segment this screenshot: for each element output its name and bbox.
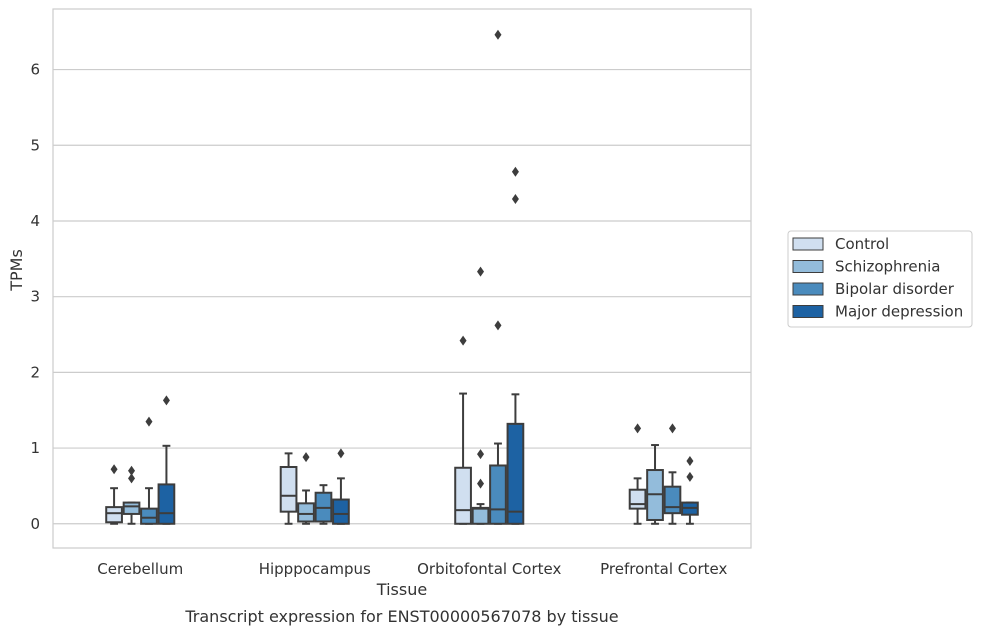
legend-label: Bipolar disorder [835, 280, 955, 298]
outlier-marker [668, 423, 676, 434]
box-major-depression [506, 166, 525, 525]
box-body [471, 506, 490, 525]
outlier-marker [162, 395, 170, 406]
box-major-depression [332, 448, 350, 525]
box-bipolar-disorder [663, 423, 682, 525]
box-body [663, 485, 682, 515]
box-schizophrenia [297, 452, 315, 525]
plot-area [52, 8, 752, 549]
outlier-marker [686, 455, 694, 466]
outlier-marker [511, 166, 519, 177]
outlier-marker [145, 416, 153, 427]
box-body [140, 507, 158, 525]
outlier-marker [477, 478, 485, 489]
box-schizophrenia [471, 266, 490, 525]
outlier-marker [302, 452, 310, 463]
legend-swatch [792, 305, 824, 318]
outlier-marker [477, 449, 485, 460]
y-tick-label: 6 [30, 61, 40, 79]
x-tick-label: Cerebellum [97, 560, 183, 578]
y-axis-ticks: 0 1 2 3 4 5 6 [30, 61, 40, 533]
box-schizophrenia [122, 465, 141, 525]
box-control [279, 452, 298, 525]
y-axis-title: TPMs [7, 249, 26, 292]
y-tick-label: 3 [30, 288, 40, 306]
box-major-depression [681, 455, 699, 525]
box-major-depression [157, 395, 176, 525]
legend: Control Schizophrenia Bipolar disorder Majo… [787, 230, 973, 328]
legend-label: Major depression [835, 303, 963, 321]
box-body [454, 466, 472, 525]
gridlines [53, 68, 751, 525]
box-body [628, 488, 647, 510]
box-control [628, 423, 647, 525]
outlier-marker [128, 473, 136, 484]
legend-swatch [792, 237, 824, 251]
box-schizophrenia [646, 444, 664, 525]
outlier-marker [337, 448, 345, 459]
legend-frame [787, 230, 973, 328]
y-tick-label: 2 [30, 363, 40, 381]
box-bipolar-disorder [489, 29, 507, 525]
x-tick-label: Prefrontal Cortex [600, 560, 727, 578]
box-body [489, 464, 507, 525]
legend-swatch [792, 282, 824, 296]
box-control [454, 335, 472, 525]
x-tick-label: Hipppocampus [259, 560, 371, 578]
box-body [506, 422, 525, 525]
outlier-marker [511, 194, 519, 205]
legend-label: Schizophrenia [835, 258, 940, 276]
box-body [332, 498, 350, 525]
outlier-marker [494, 29, 502, 40]
outlier-marker [494, 320, 502, 331]
x-axis-ticks: Cerebellum Hipppocampus Orbitofontal Corte… [97, 560, 727, 578]
outlier-marker [634, 423, 642, 434]
box-body [122, 501, 141, 515]
outlier-marker [686, 471, 694, 482]
box-body [105, 506, 123, 524]
y-tick-label: 0 [30, 515, 40, 533]
outlier-marker [128, 465, 136, 476]
figure-caption: Transcript expression for ENST0000056707… [184, 607, 618, 626]
box-body [297, 502, 315, 523]
box-bipolar-disorder [140, 416, 158, 525]
box-groups [105, 29, 699, 525]
outlier-marker [110, 464, 118, 475]
outlier-marker [459, 335, 467, 346]
x-axis-title: Tissue [376, 580, 427, 599]
y-tick-label: 5 [30, 136, 40, 154]
y-tick-label: 4 [30, 212, 40, 230]
box-control [105, 464, 123, 525]
box-body [279, 465, 298, 513]
box-body [157, 483, 176, 525]
x-tick-label: Orbitofontal Cortex [417, 560, 561, 578]
box-bipolar-disorder [314, 484, 333, 525]
outlier-marker [477, 266, 485, 277]
legend-label: Control [835, 235, 889, 253]
y-tick-label: 1 [30, 439, 40, 457]
legend-swatch [792, 260, 824, 273]
